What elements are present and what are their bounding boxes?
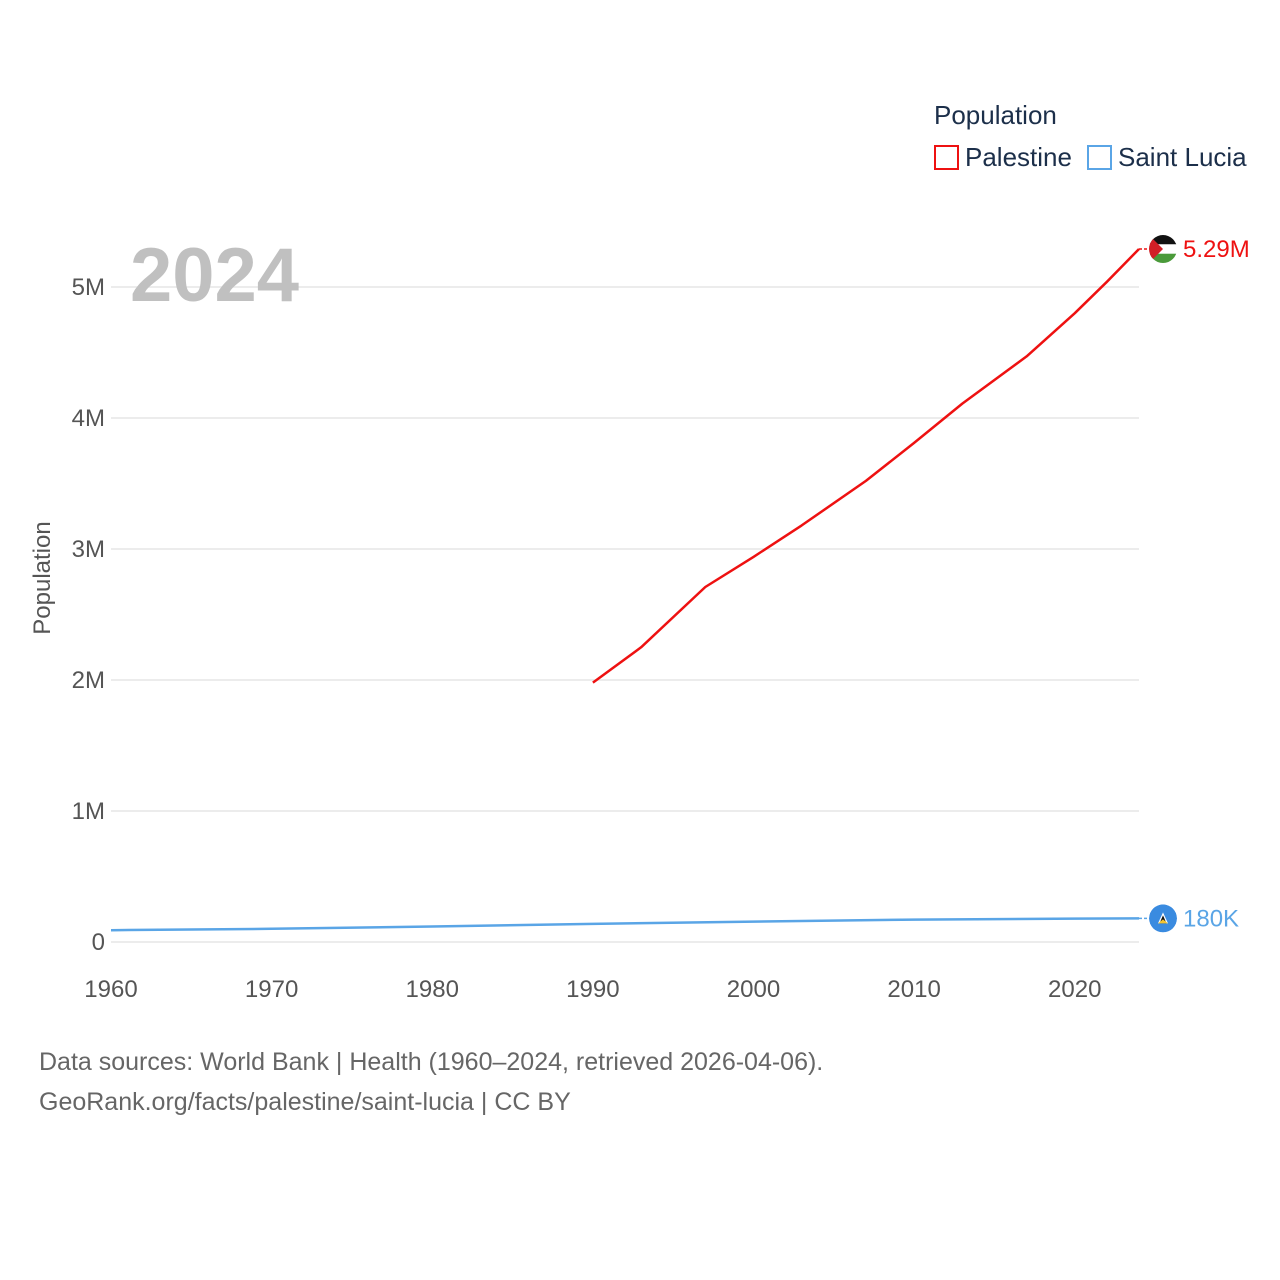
series-line-saint-lucia <box>110 917 1140 932</box>
x-tick-label: 2010 <box>887 976 940 1003</box>
population-chart: 0 1M 2M 3M 4M 5M 1960 1970 1980 1990 2000 2010 2020… <box>29 100 1250 1003</box>
end-label-saint-lucia: 180K <box>1183 905 1239 932</box>
y-axis-ticks: 0 1M 2M 3M 4M 5M <box>72 274 105 956</box>
y-tick-label: 2M <box>72 667 105 694</box>
y-tick-label: 0 <box>92 929 105 956</box>
series-line-palestine <box>592 248 1140 684</box>
x-axis-ticks: 1960 1970 1980 1990 2000 2010 2020 <box>84 976 1101 1003</box>
legend-label-palestine: Palestine <box>965 142 1072 172</box>
saint-lucia-flag-icon <box>1149 904 1177 933</box>
x-tick-label: 1980 <box>406 976 459 1003</box>
source-note: Data sources: World Bank | Health (1960–… <box>39 1042 823 1122</box>
y-tick-label: 1M <box>72 798 105 825</box>
y-axis-label: Population <box>29 521 56 634</box>
legend-swatch-saint-lucia <box>1087 145 1112 170</box>
legend-item-saint-lucia[interactable]: Saint Lucia <box>1087 142 1247 172</box>
x-tick-label: 2000 <box>727 976 780 1003</box>
year-watermark: 2024 <box>130 233 299 318</box>
series-lines <box>110 248 1149 932</box>
legend-item-palestine[interactable]: Palestine <box>934 142 1072 172</box>
x-tick-label: 1960 <box>84 976 137 1003</box>
y-tick-label: 5M <box>72 274 105 301</box>
source-line-2[interactable]: GeoRank.org/facts/palestine/saint-lucia … <box>39 1088 571 1116</box>
legend: Population Palestine Saint Lucia <box>934 100 1247 172</box>
x-tick-label: 2020 <box>1048 976 1101 1003</box>
grid-lines <box>111 286 1139 943</box>
y-tick-label: 4M <box>72 405 105 432</box>
legend-label-saint-lucia: Saint Lucia <box>1118 142 1247 172</box>
x-tick-label: 1970 <box>245 976 298 1003</box>
legend-title: Population <box>934 100 1057 130</box>
palestine-flag-icon <box>1149 235 1177 264</box>
x-tick-label: 1990 <box>566 976 619 1003</box>
y-tick-label: 3M <box>72 536 105 563</box>
end-label-palestine: 5.29M <box>1183 236 1250 263</box>
source-line-1: Data sources: World Bank | Health (1960–… <box>39 1048 824 1076</box>
legend-swatch-palestine <box>934 145 959 170</box>
